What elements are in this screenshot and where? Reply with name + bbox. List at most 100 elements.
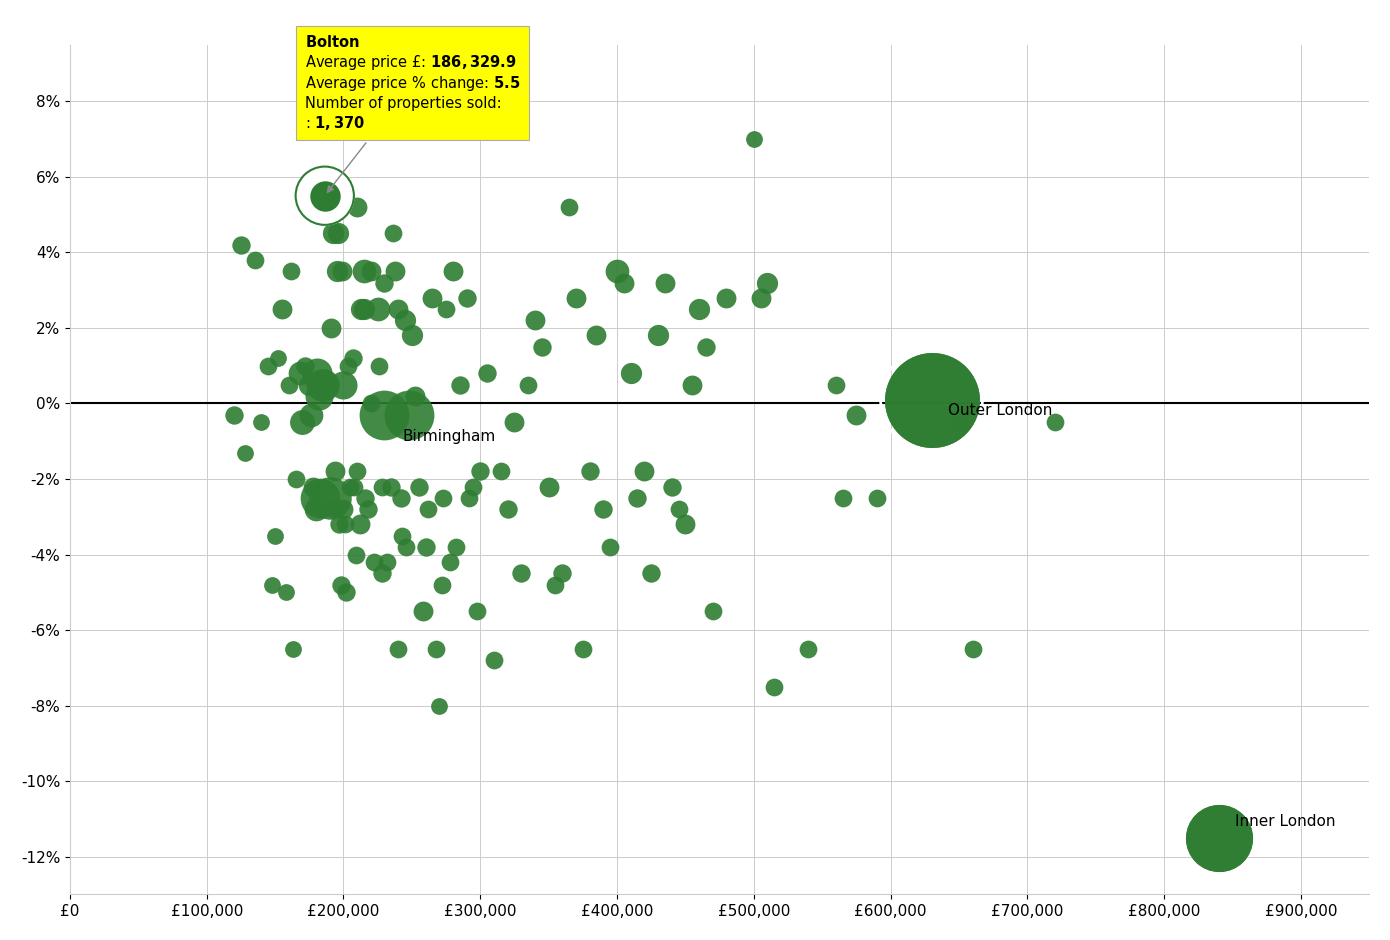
- Point: [538, 479, 560, 494]
- Point: [331, 264, 353, 279]
- Point: [384, 264, 406, 279]
- Point: [393, 313, 416, 328]
- Point: [920, 392, 942, 407]
- Point: [346, 199, 368, 214]
- Point: [275, 585, 297, 600]
- Point: [295, 358, 317, 373]
- Point: [289, 366, 311, 381]
- Point: [1044, 415, 1066, 430]
- Point: [517, 377, 539, 392]
- Point: [606, 264, 628, 279]
- Point: [403, 388, 425, 403]
- Point: [552, 566, 574, 581]
- Point: [329, 577, 352, 592]
- Point: [510, 566, 532, 581]
- Point: [257, 358, 279, 373]
- Point: [681, 377, 703, 392]
- Point: [320, 321, 342, 336]
- Point: [475, 366, 498, 381]
- Text: Birmingham: Birmingham: [402, 430, 495, 445]
- Point: [639, 566, 662, 581]
- Point: [667, 502, 689, 517]
- Point: [292, 415, 314, 430]
- Point: [336, 358, 359, 373]
- Point: [431, 577, 453, 592]
- Point: [1208, 830, 1230, 845]
- Point: [285, 472, 307, 487]
- Point: [264, 528, 286, 543]
- Point: [763, 680, 785, 695]
- Point: [742, 132, 764, 147]
- Point: [1208, 830, 1230, 845]
- Point: [314, 188, 336, 203]
- Point: [371, 479, 393, 494]
- Point: [421, 290, 443, 306]
- Point: [845, 407, 867, 422]
- Point: [363, 555, 385, 570]
- Point: [310, 377, 332, 392]
- Text: Outer London: Outer London: [948, 402, 1052, 417]
- Point: [824, 377, 847, 392]
- Point: [281, 264, 303, 279]
- Point: [653, 275, 676, 290]
- Point: [321, 226, 343, 241]
- Point: [716, 290, 738, 306]
- Point: [327, 226, 349, 241]
- Point: [545, 577, 567, 592]
- Point: [222, 407, 245, 422]
- Point: [428, 698, 450, 713]
- Point: [432, 491, 455, 506]
- Point: [342, 351, 364, 366]
- Point: [243, 253, 265, 268]
- Text: Inner London: Inner London: [1236, 814, 1336, 829]
- Point: [646, 328, 669, 343]
- Point: [311, 377, 334, 392]
- Point: [425, 641, 448, 656]
- Point: [445, 540, 467, 555]
- Point: [297, 377, 320, 392]
- Point: [386, 302, 409, 317]
- Point: [435, 302, 457, 317]
- Point: [414, 540, 436, 555]
- Point: [482, 652, 505, 667]
- Point: [346, 464, 368, 479]
- Point: [324, 464, 346, 479]
- Point: [386, 641, 409, 656]
- Point: [948, 415, 970, 430]
- Point: [571, 641, 594, 656]
- Point: [350, 302, 373, 317]
- Point: [391, 528, 413, 543]
- Point: [335, 585, 357, 600]
- Point: [398, 407, 420, 422]
- Point: [557, 199, 580, 214]
- Point: [309, 491, 331, 506]
- Point: [267, 351, 289, 366]
- Point: [756, 275, 778, 290]
- Point: [343, 479, 366, 494]
- Point: [564, 290, 587, 306]
- Point: [367, 302, 389, 317]
- Point: [318, 491, 341, 506]
- Point: [962, 641, 984, 656]
- Point: [456, 290, 478, 306]
- Point: [831, 491, 853, 506]
- Point: [377, 555, 399, 570]
- Point: [503, 415, 525, 430]
- Point: [314, 188, 336, 203]
- Point: [345, 547, 367, 562]
- Point: [374, 275, 396, 290]
- Point: [306, 366, 328, 381]
- Point: [695, 339, 717, 354]
- Point: [459, 491, 481, 506]
- Point: [449, 377, 471, 392]
- Point: [411, 603, 434, 619]
- Point: [354, 491, 377, 506]
- Point: [524, 313, 546, 328]
- Point: [360, 264, 382, 279]
- Point: [229, 237, 252, 252]
- Point: [417, 502, 439, 517]
- Point: [374, 407, 396, 422]
- Point: [467, 603, 489, 619]
- Point: [334, 517, 356, 532]
- Text: $\bf{Bolton}$
Average price £: $\bf{186,329.9}$
Average price % change: $\bf{5.5: $\bf{Bolton}$ Average price £: $\bf{186,…: [306, 34, 521, 193]
